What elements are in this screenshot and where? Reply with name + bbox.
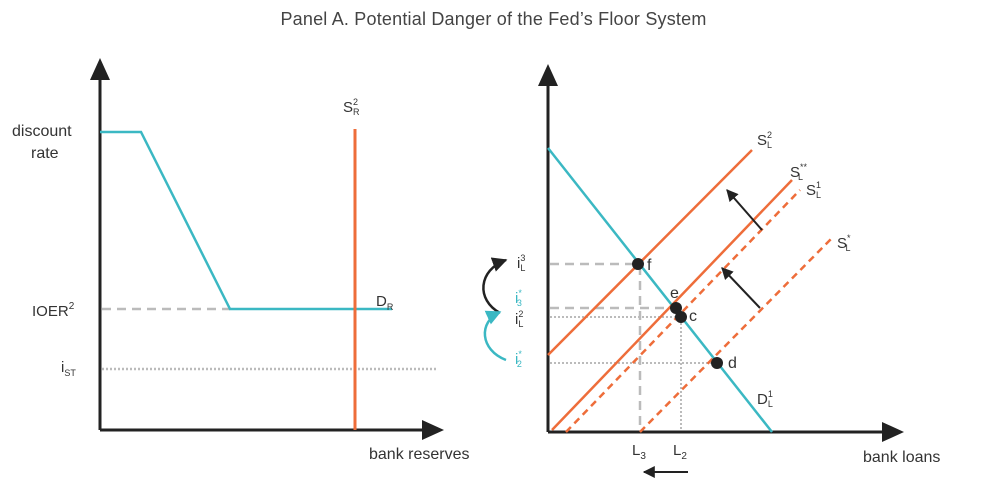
loan-demand-curve: [547, 147, 773, 433]
SstarL-label: S* L: [837, 233, 851, 253]
bank-reserves-axis-label: bank reserves: [369, 446, 470, 463]
S2L-label: S2 L: [757, 130, 772, 150]
L2-label: L2: [673, 442, 687, 462]
right-y-arrowhead: [538, 64, 558, 86]
discount-rate-label-line1: discount: [12, 123, 72, 140]
supply-reserves-label: S2 R: [343, 97, 360, 117]
point-f-label: f: [647, 257, 652, 274]
shift-arrow-lower: [721, 267, 761, 309]
D1L-label: D1 L: [757, 389, 773, 409]
ist-label: iST: [61, 359, 76, 378]
left-x-arrowhead: [422, 420, 444, 440]
teal-curved-arrow: [483, 310, 507, 362]
black-curved-arrow: [482, 257, 508, 315]
point-e-label: e: [670, 285, 679, 302]
point-c-label: c: [689, 308, 697, 325]
i2star-label: i* 2: [515, 349, 522, 369]
demand-reserves-label: DR: [376, 293, 394, 312]
loan-supply-S2L: [547, 149, 753, 356]
ioer-label: IOER2: [32, 301, 75, 320]
SstarstarL-label: S** L: [790, 162, 808, 182]
reserve-demand-curve: [100, 130, 392, 311]
point-c: [675, 311, 687, 323]
right-panel: f e c d S2 L S** L S1 L S* L D1 L i3 L i* 3 i2 L: [482, 64, 940, 478]
i3L-label: i3 L: [517, 253, 525, 273]
point-f: [632, 258, 644, 270]
i3star-label: i* 3: [515, 288, 522, 308]
bank-loans-axis-label: bank loans: [863, 449, 940, 466]
loan-supply-SstarL: [639, 237, 833, 433]
shift-arrow-upper: [726, 189, 763, 231]
left-y-arrowhead: [90, 58, 110, 80]
point-d: [711, 357, 723, 369]
page-title: Panel A. Potential Danger of the Fed’s F…: [280, 9, 707, 29]
i2L-label: i2 L: [515, 309, 523, 329]
left-panel: discount rate IOER2 iST S2 R DR bank rese…: [12, 58, 470, 463]
point-d-label: d: [728, 355, 737, 372]
S1L-label: S1 L: [806, 180, 821, 200]
L3-label: L3: [632, 442, 646, 462]
discount-rate-label-line2: rate: [31, 145, 59, 162]
point-e: [670, 302, 682, 314]
right-x-arrowhead: [882, 422, 904, 442]
